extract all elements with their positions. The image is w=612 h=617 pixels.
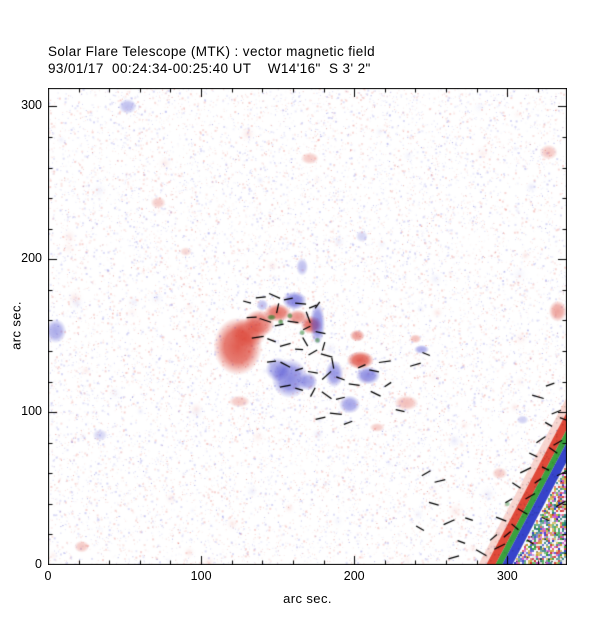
magnetogram-plot-canvas — [48, 88, 567, 565]
x-tick-label: 100 — [190, 569, 212, 583]
y-tick-label: 100 — [21, 404, 42, 419]
x-tick-label: 200 — [343, 569, 365, 583]
figure-title: Solar Flare Telescope (MTK) : vector mag… — [48, 44, 376, 59]
y-tick-label: 300 — [21, 98, 42, 113]
x-axis-label: arc sec. — [283, 591, 332, 606]
x-tick-label: 0 — [44, 569, 52, 583]
y-axis-label: arc sec. — [8, 301, 24, 350]
figure-subtitle: 93/01/17 00:24:34-00:25:40 UT W14'16" S … — [48, 61, 371, 76]
x-tick-label: 300 — [496, 569, 518, 583]
y-tick-label: 200 — [21, 251, 42, 266]
y-tick-label: 0 — [35, 557, 42, 571]
